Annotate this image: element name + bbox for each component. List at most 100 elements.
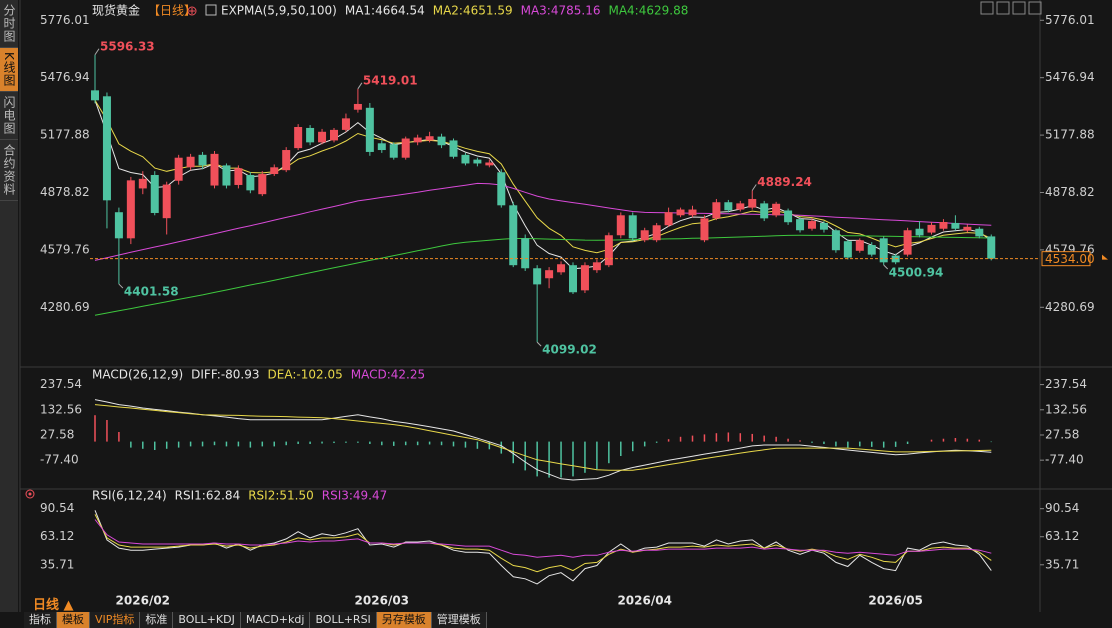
y-tick-label: 4280.69 — [40, 300, 90, 314]
candle-body — [724, 202, 733, 211]
toolbar-tab[interactable]: MACD+kdj — [241, 612, 311, 628]
legend-label: EXPMA(5,9,50,100) — [221, 4, 337, 18]
low-annotation: 4099.02 — [542, 343, 597, 357]
control-button[interactable] — [1012, 1, 1026, 15]
legend-label: RSI(6,12,24) — [92, 489, 167, 503]
candle-body — [270, 167, 279, 175]
candle-body — [473, 159, 482, 164]
legend-label: RSI3:49.47 — [322, 489, 388, 503]
candle-body — [592, 262, 601, 271]
candle-body — [294, 127, 303, 149]
candle-body — [712, 202, 721, 219]
y-tick-label: 90.54 — [1045, 501, 1079, 515]
candle-body — [748, 198, 757, 208]
control-button[interactable] — [996, 1, 1010, 15]
candle-body — [664, 212, 673, 226]
annotation-leader — [883, 264, 889, 270]
window-controls — [980, 1, 1042, 15]
y-tick-label: 35.71 — [1045, 557, 1079, 571]
y-tick-label: 27.58 — [40, 427, 74, 441]
indicator-line — [94, 100, 992, 254]
candle-body — [425, 136, 434, 141]
candle-body — [485, 162, 494, 166]
candle-body — [533, 268, 542, 285]
y-tick-label: -77.40 — [1045, 453, 1084, 467]
toolbar-tab[interactable]: 模板 — [57, 612, 90, 628]
add-icon[interactable] — [187, 6, 197, 16]
candle-body — [676, 209, 685, 216]
control-button[interactable] — [980, 1, 994, 15]
annotation-leader — [751, 184, 757, 191]
toolbar-tab[interactable]: 管理模板 — [432, 612, 487, 628]
toolbar-tab[interactable]: 另存模板 — [376, 612, 432, 628]
control-button[interactable] — [1028, 1, 1042, 15]
candle-body — [831, 230, 840, 251]
candle-body — [330, 129, 338, 141]
y-tick-label: 4280.69 — [1045, 300, 1095, 314]
candle-body — [640, 230, 649, 241]
toolbar-tab[interactable]: BOLL+KDJ — [173, 612, 241, 628]
toolbar-tab[interactable]: 标准 — [140, 612, 174, 628]
candle-body — [963, 226, 972, 231]
rsi-icon[interactable] — [25, 489, 35, 499]
candle-body — [353, 103, 362, 110]
x-tick-label: 2026/02 — [116, 594, 170, 608]
sidebar-tab[interactable]: K线图 — [0, 48, 18, 92]
candle-body — [604, 235, 613, 266]
period-selector[interactable]: 日线 ▲ — [33, 598, 74, 613]
candle-body — [879, 238, 888, 263]
candle-body — [174, 157, 183, 181]
candle-body — [987, 236, 996, 259]
icon-circle — [25, 489, 35, 499]
y-tick-label: 27.58 — [1045, 427, 1079, 441]
toolbar-tab[interactable]: BOLL+RSI — [310, 612, 377, 628]
candle-body — [867, 245, 876, 255]
legend-label: MA2:4651.59 — [433, 4, 513, 18]
toolbar-tab[interactable]: VIP指标 — [90, 612, 141, 628]
y-tick-label: 63.12 — [40, 529, 74, 543]
candle-body — [246, 174, 255, 191]
candle-body — [951, 222, 960, 229]
high-annotation: 5419.01 — [363, 73, 418, 87]
legend-label: MA3:4785.16 — [521, 4, 601, 18]
x-tick-label: 2026/03 — [355, 594, 409, 608]
indicator-icon[interactable] — [205, 4, 217, 16]
high-annotation: 5596.33 — [100, 39, 155, 53]
candle-body — [915, 228, 924, 236]
annotation-leader — [536, 341, 542, 347]
candle-body — [628, 215, 637, 239]
indicator-line — [94, 510, 992, 585]
candle-body — [557, 264, 566, 273]
candle-body — [461, 154, 470, 164]
indicator-line — [94, 404, 992, 471]
sidebar-tab[interactable]: 闪电图 — [0, 92, 18, 140]
legend-label: MACD(26,12,9) — [92, 368, 183, 382]
candle-body — [413, 137, 422, 143]
candle-body — [234, 168, 243, 185]
sidebar: 分时图 K线图 闪电图 合约资料 — [0, 0, 18, 612]
y-tick-label: 5476.94 — [40, 70, 90, 84]
legend-label: 现货黄金 — [92, 3, 140, 18]
candle-body — [545, 270, 554, 279]
sidebar-tab[interactable]: 分时图 — [0, 0, 18, 48]
low-annotation: 4500.94 — [889, 266, 944, 280]
sidebar-tab[interactable]: 合约资料 — [0, 140, 18, 201]
x-tick-label: 2026/04 — [617, 594, 671, 608]
candle-body — [91, 90, 99, 101]
candle-body — [258, 174, 267, 195]
y-tick-label: 5177.88 — [1045, 128, 1095, 142]
legend-label: DIFF:-80.93 — [191, 368, 259, 382]
candle-body — [843, 241, 852, 258]
current-price-label: 4534.00 — [1045, 252, 1095, 266]
candle-body — [162, 184, 171, 219]
indicator-line — [94, 519, 992, 558]
candle-body — [808, 221, 816, 229]
candle-body — [365, 107, 374, 152]
candle-body — [437, 136, 446, 146]
candle-body — [760, 203, 769, 219]
y-tick-label: 4878.82 — [40, 185, 90, 199]
candle-body — [222, 165, 231, 186]
toolbar-tab[interactable]: 指标 — [24, 612, 57, 628]
